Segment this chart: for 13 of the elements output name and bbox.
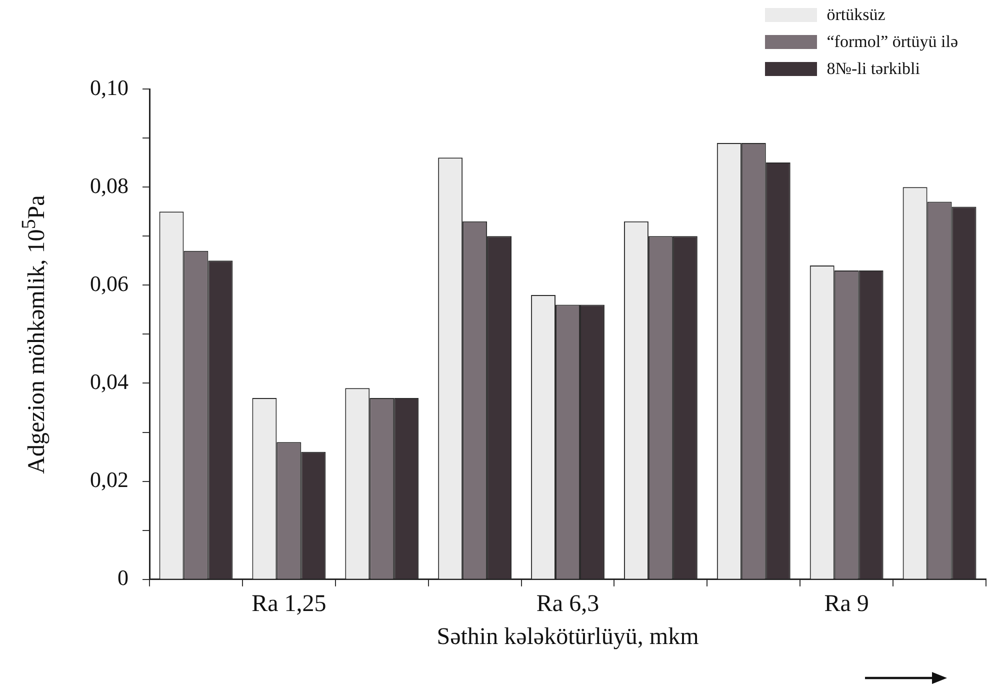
y-tick-label: 0,06 <box>90 270 128 296</box>
legend-label: 8№-li tərkibli <box>826 58 920 78</box>
x-tick-label: Ra 9 <box>824 591 869 618</box>
y-tick-label: 0,08 <box>90 172 128 198</box>
x-axis-title: Səthin kələkötürlüyü, mkm <box>436 624 700 650</box>
y-tick-label: 0 <box>118 565 128 590</box>
y-tick-label: 0,04 <box>90 369 128 394</box>
x-tick-label: Ra 6,3 <box>536 591 600 618</box>
legend-label: “formol” örtüyü ilə <box>826 32 958 52</box>
x-tick-label: Ra 1,25 <box>252 591 326 618</box>
y-tick-label: 0,10 <box>90 74 128 100</box>
legend-label: örtüksüz <box>826 4 886 24</box>
y-tick-label: 0,02 <box>90 467 128 492</box>
